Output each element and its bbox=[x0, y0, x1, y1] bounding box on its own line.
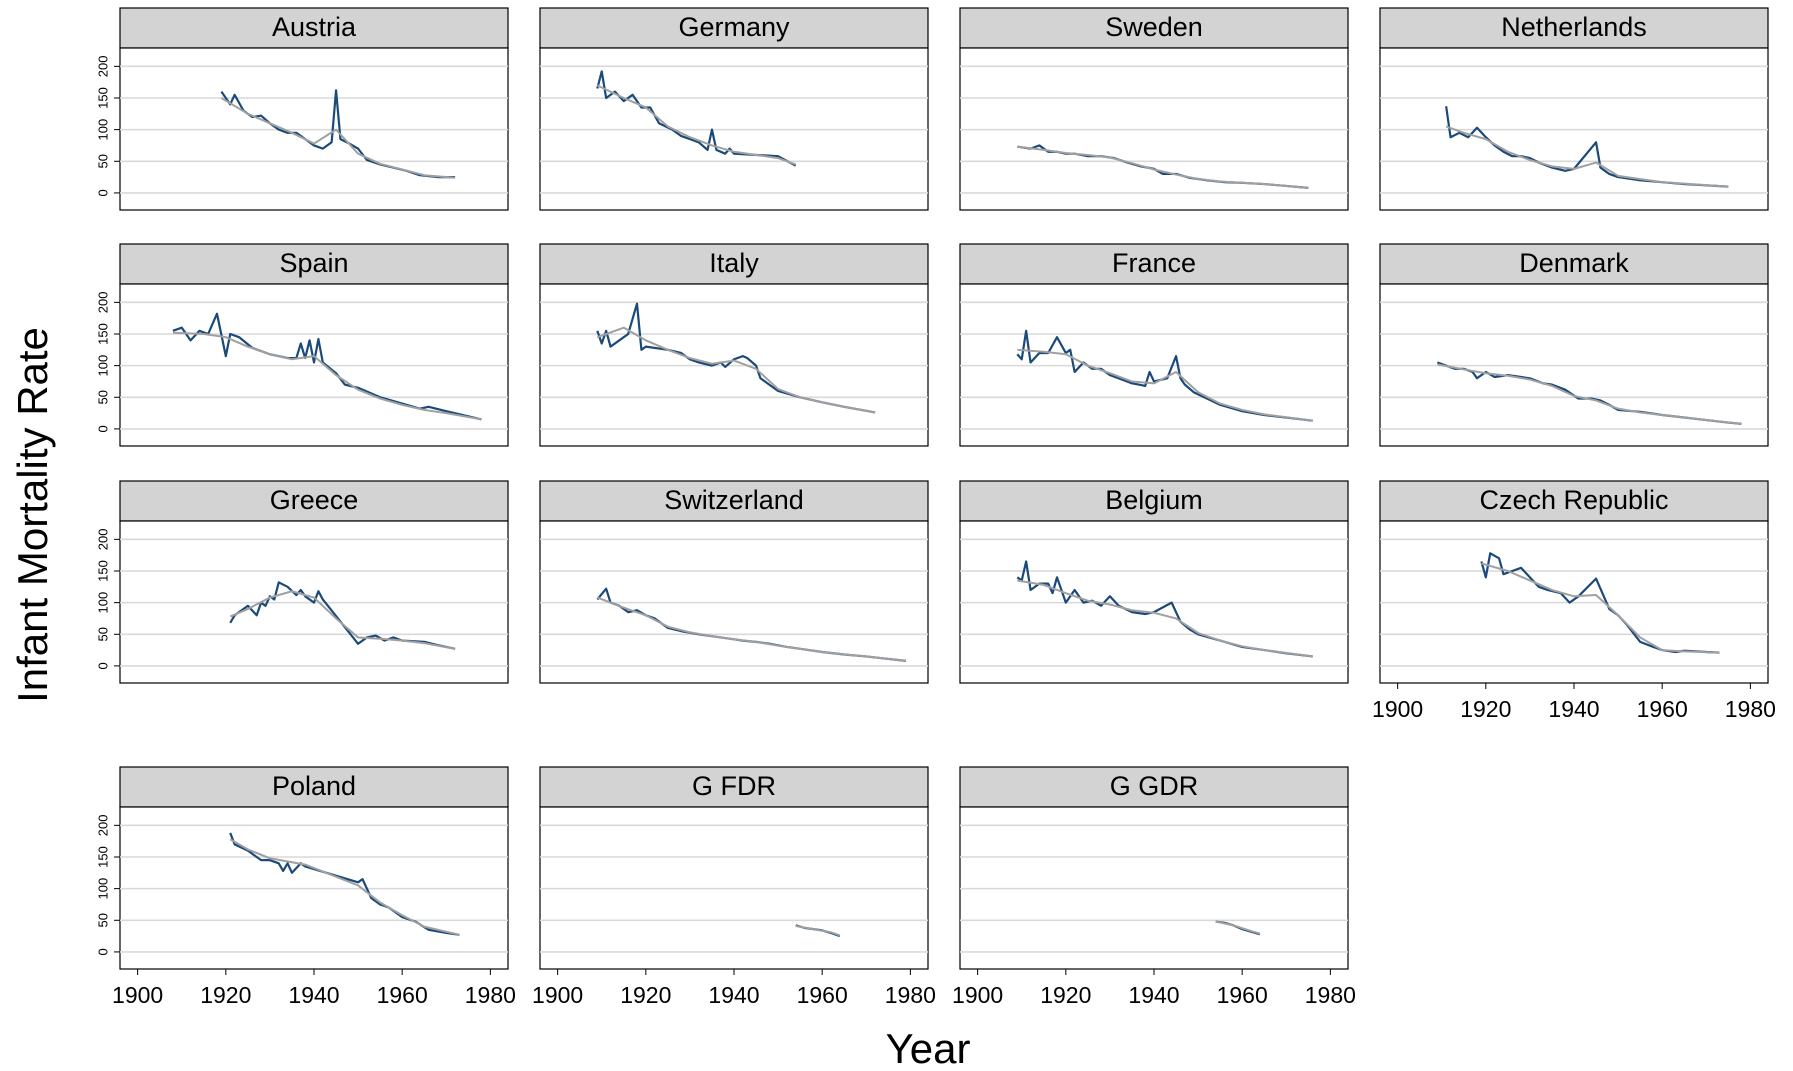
y-tick-label: 100 bbox=[95, 119, 110, 141]
line bbox=[1437, 363, 1742, 425]
x-tick-label: 1920 bbox=[620, 982, 671, 1008]
panel-title: Poland bbox=[272, 771, 356, 801]
y-tick-label: 150 bbox=[95, 846, 110, 868]
strip bbox=[1379, 480, 1769, 522]
panel-title: Austria bbox=[272, 12, 357, 42]
line bbox=[1017, 348, 1313, 422]
x-tick-label: 1940 bbox=[708, 982, 759, 1008]
line bbox=[596, 302, 876, 414]
strip bbox=[539, 243, 929, 285]
strip bbox=[1379, 243, 1769, 285]
x-tick-label: 1960 bbox=[1217, 982, 1268, 1008]
strip bbox=[119, 243, 509, 285]
strip bbox=[539, 766, 929, 808]
strip bbox=[959, 766, 1349, 808]
line bbox=[172, 331, 482, 421]
strip bbox=[539, 7, 929, 49]
y-tick-label: 0 bbox=[95, 189, 110, 196]
line bbox=[220, 97, 456, 179]
x-tick-label: 1900 bbox=[112, 982, 163, 1008]
y-axis-label: Infant Mortality Rate bbox=[9, 327, 56, 703]
y-tick-label: 100 bbox=[95, 878, 110, 900]
panel-title: Germany bbox=[678, 12, 790, 42]
y-tick-label: 0 bbox=[95, 425, 110, 432]
strip bbox=[119, 766, 509, 808]
strip bbox=[119, 7, 509, 49]
x-tick-label: 1940 bbox=[1128, 982, 1179, 1008]
y-tick-label: 100 bbox=[95, 592, 110, 614]
x-tick-label: 1920 bbox=[1040, 982, 1091, 1008]
line bbox=[229, 581, 456, 650]
x-tick-label: 1980 bbox=[885, 982, 936, 1008]
x-tick-label: 1980 bbox=[1305, 982, 1356, 1008]
y-tick-label: 100 bbox=[95, 355, 110, 377]
line bbox=[596, 596, 907, 662]
x-tick-label: 1980 bbox=[1725, 696, 1776, 722]
y-tick-label: 0 bbox=[95, 662, 110, 669]
panel-title: Spain bbox=[279, 248, 348, 278]
line bbox=[795, 924, 841, 937]
panel-title: Czech Republic bbox=[1479, 485, 1668, 515]
line bbox=[1481, 562, 1720, 654]
y-tick-label: 150 bbox=[95, 560, 110, 582]
panel-title: Denmark bbox=[1519, 248, 1629, 278]
x-axis-label: Year bbox=[886, 1025, 971, 1071]
y-tick-label: 50 bbox=[95, 390, 110, 404]
y-tick-label: 200 bbox=[95, 529, 110, 551]
strip bbox=[959, 243, 1349, 285]
x-tick-label: 1960 bbox=[1637, 696, 1688, 722]
panel-title: G FDR bbox=[692, 771, 776, 801]
x-tick-label: 1900 bbox=[532, 982, 583, 1008]
panel-title: Netherlands bbox=[1501, 12, 1647, 42]
x-tick-label: 1940 bbox=[1548, 696, 1599, 722]
x-tick-label: 1920 bbox=[1460, 696, 1511, 722]
x-tick-label: 1940 bbox=[288, 982, 339, 1008]
y-tick-label: 50 bbox=[95, 154, 110, 168]
x-tick-label: 1960 bbox=[377, 982, 428, 1008]
y-tick-label: 50 bbox=[95, 627, 110, 641]
y-tick-label: 200 bbox=[95, 56, 110, 78]
panel-title: G GDR bbox=[1110, 771, 1199, 801]
x-tick-label: 1900 bbox=[1372, 696, 1423, 722]
panel-title: Greece bbox=[270, 485, 359, 515]
panel-title: France bbox=[1112, 248, 1196, 278]
line bbox=[596, 84, 797, 166]
y-tick-label: 200 bbox=[95, 815, 110, 837]
y-tick-label: 50 bbox=[95, 913, 110, 927]
y-tick-label: 200 bbox=[95, 292, 110, 314]
line bbox=[596, 326, 876, 414]
line bbox=[229, 838, 460, 936]
panel-title: Switzerland bbox=[664, 485, 804, 515]
panel-title: Belgium bbox=[1105, 485, 1203, 515]
strip bbox=[959, 7, 1349, 49]
y-tick-label: 0 bbox=[95, 948, 110, 955]
line bbox=[1445, 125, 1729, 188]
x-tick-label: 1960 bbox=[797, 982, 848, 1008]
y-tick-label: 150 bbox=[95, 323, 110, 345]
strip bbox=[539, 480, 929, 522]
x-tick-label: 1920 bbox=[200, 982, 251, 1008]
panel-title: Sweden bbox=[1105, 12, 1203, 42]
line bbox=[1017, 579, 1313, 658]
line bbox=[229, 590, 456, 650]
y-tick-label: 150 bbox=[95, 87, 110, 109]
panel-title: Italy bbox=[709, 248, 759, 278]
x-tick-label: 1900 bbox=[952, 982, 1003, 1008]
strip bbox=[959, 480, 1349, 522]
line bbox=[1017, 145, 1309, 189]
x-tick-label: 1980 bbox=[465, 982, 516, 1008]
strip bbox=[119, 480, 509, 522]
line bbox=[1215, 920, 1261, 935]
